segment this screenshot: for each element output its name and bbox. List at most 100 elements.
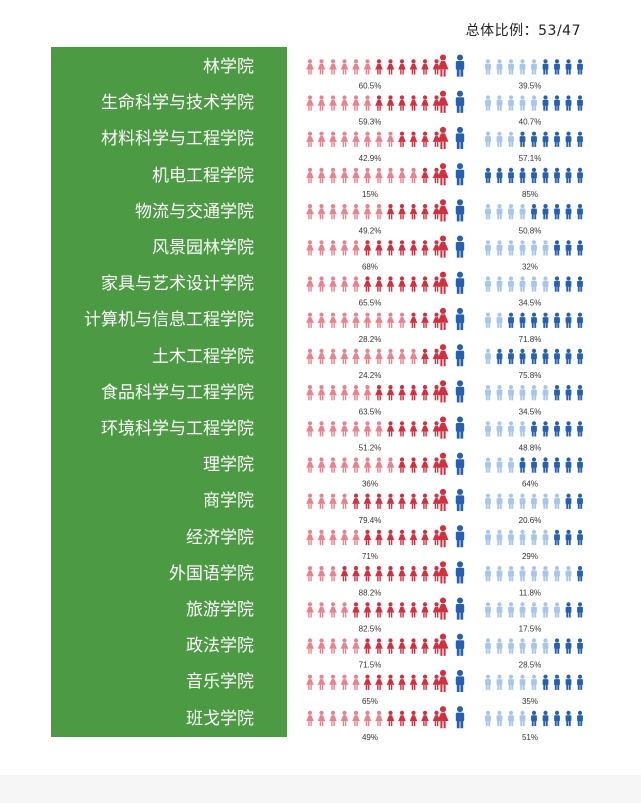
female-person-icon [409, 240, 418, 256]
female-person-icon [386, 131, 395, 147]
female-person-icon [363, 348, 372, 365]
male-percent-label: 57.1% [519, 154, 542, 163]
male-person-icon [508, 421, 514, 437]
female-person-icon [421, 529, 429, 546]
female-person-icon [317, 566, 326, 582]
male-person-icon [485, 385, 491, 401]
male-percent-label: 39.5% [519, 82, 542, 91]
male-person-icon [554, 457, 560, 473]
college-label: 环境科学与工程学院 [101, 419, 254, 439]
male-percent-label: 29% [522, 552, 538, 561]
female-person-icon [363, 493, 372, 509]
male-person-icon [485, 674, 491, 690]
female-person-icon [409, 276, 418, 292]
male-person-icon [542, 240, 549, 256]
overall-ratio-value: 53/47 [538, 23, 581, 39]
college-label: 班戈学院 [186, 708, 254, 729]
male-person-icon [554, 59, 560, 75]
female-person-icon [409, 457, 418, 473]
male-person-icon [565, 131, 572, 147]
college-label: 生命科学与技术学院 [101, 93, 254, 114]
male-person-icon [554, 638, 560, 654]
female-person-icon [386, 710, 395, 727]
female-person-icon [386, 204, 395, 220]
female-person-icon [306, 638, 314, 654]
female-person-icon [352, 710, 360, 727]
female-person-icon [352, 566, 360, 582]
male-person-icon [531, 59, 537, 75]
male-person-icon [542, 59, 549, 75]
male-person-icon [508, 59, 514, 75]
female-percent-label: 82.5% [359, 625, 382, 634]
male-person-icon [485, 312, 491, 328]
female-person-icon [437, 669, 449, 693]
female-person-icon [409, 95, 418, 111]
male-person-icon [531, 710, 537, 727]
female-person-icon [329, 710, 337, 727]
male-person-icon [496, 276, 503, 292]
college-label: 机电工程学院 [152, 165, 254, 186]
male-person-icon [485, 421, 491, 437]
male-percent-label: 64% [522, 480, 538, 489]
female-person-icon [317, 710, 326, 727]
male-person-icon [577, 276, 583, 292]
male-person-icon [531, 674, 537, 690]
male-person-icon [565, 385, 572, 401]
female-person-icon [306, 131, 314, 147]
female-person-icon [340, 167, 349, 184]
female-person-icon [375, 385, 383, 401]
college-label: 风景园林学院 [152, 238, 254, 258]
college-label: 家具与艺术设计学院 [101, 274, 254, 295]
male-person-icon [519, 240, 526, 256]
male-person-icon [519, 566, 526, 582]
male-person-icon [485, 131, 491, 147]
male-person-icon [519, 602, 526, 618]
female-person-icon [363, 312, 372, 328]
female-person-icon [306, 566, 314, 582]
male-person-icon [577, 167, 583, 184]
college-row: 68% 32% [306, 235, 583, 272]
female-person-icon [340, 348, 349, 365]
female-person-icon [421, 566, 429, 582]
female-person-icon [409, 602, 418, 618]
female-person-icon [421, 602, 429, 618]
female-person-icon [398, 674, 406, 690]
female-person-icon [375, 276, 383, 292]
female-person-icon [398, 385, 406, 401]
male-person-icon [554, 348, 560, 365]
female-person-icon [352, 59, 360, 75]
female-percent-label: 36% [362, 480, 378, 489]
female-person-icon [363, 566, 372, 582]
male-person-icon [542, 385, 549, 401]
female-person-icon [375, 131, 383, 147]
female-person-icon [363, 529, 372, 546]
female-person-icon [340, 638, 349, 654]
female-person-icon [363, 95, 372, 111]
male-person-icon [531, 276, 537, 292]
female-person-icon [352, 204, 360, 220]
male-person-icon [542, 674, 549, 690]
female-person-icon [352, 131, 360, 147]
male-person-icon [519, 204, 526, 220]
female-percent-label: 15% [362, 190, 378, 199]
male-person-icon [519, 493, 526, 509]
male-person-icon [496, 59, 503, 75]
male-person-icon [519, 167, 526, 184]
male-person-icon [455, 452, 465, 475]
male-percent-label: 34.5% [519, 299, 542, 308]
male-person-icon [554, 493, 560, 509]
male-percent-label: 51% [522, 733, 538, 742]
female-person-icon [409, 674, 418, 690]
female-person-icon [375, 312, 383, 328]
female-person-icon [375, 204, 383, 220]
female-person-icon [375, 602, 383, 618]
female-person-icon [340, 276, 349, 292]
male-person-icon [485, 710, 491, 727]
female-person-icon [363, 167, 372, 184]
female-person-icon [409, 566, 418, 582]
male-person-icon [565, 59, 572, 75]
female-person-icon [352, 674, 360, 690]
college-row: 79.4% 20.6% [306, 488, 583, 525]
female-person-icon [398, 602, 406, 618]
female-person-icon [437, 561, 449, 584]
